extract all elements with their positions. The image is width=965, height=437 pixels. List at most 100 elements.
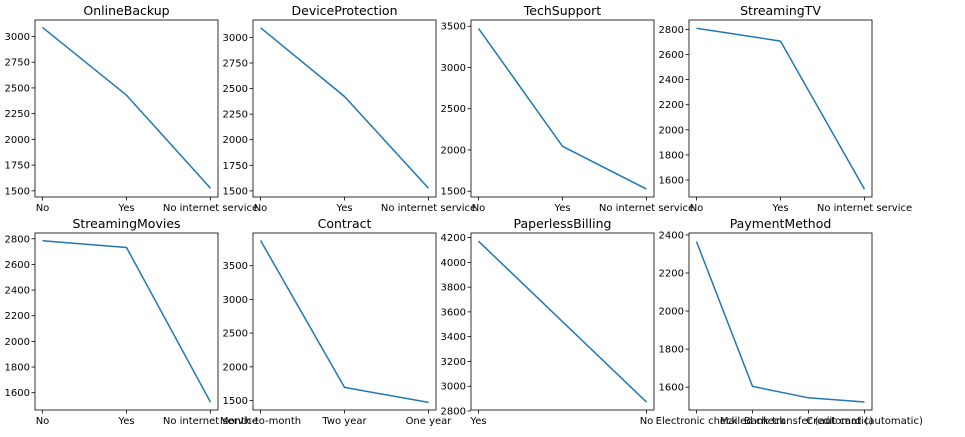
x-tick-label: Yes [335, 203, 352, 214]
subplot-title: TechSupport [523, 3, 602, 18]
y-tick-label: 1800 [659, 345, 684, 356]
y-tick-label: 3200 [441, 357, 466, 368]
subplot-1: DeviceProtection 1500 1750 2000 2250 2500 2750… [223, 3, 477, 214]
subplot-7: PaymentMethod 1600 1800 2000 2200 2400 Electro… [656, 216, 923, 427]
subplot-title: PaperlessBilling [514, 216, 612, 231]
x-tick-label: Mailed check [720, 416, 785, 427]
y-tick-label: 2000 [659, 307, 684, 318]
y-tick-label: 2800 [659, 25, 684, 36]
y-tick-label: 2500 [223, 84, 248, 95]
subplot-title: StreamingMovies [72, 216, 180, 231]
subplot-title: StreamingTV [740, 3, 821, 18]
y-tick-label: 2750 [5, 58, 30, 69]
y-tick-label: 1750 [223, 161, 248, 172]
x-tick-label: No internet service [163, 203, 258, 214]
x-tick-label: Bank transfer (automatic) [744, 416, 873, 427]
subplot-5: Contract 1500 2000 2500 3000 3500 Month-to-mon… [220, 216, 452, 427]
subplot-6: PaperlessBilling 2800 3000 3200 3400 3600 3800… [441, 216, 655, 427]
y-tick-label: 2000 [5, 135, 30, 146]
y-tick-label: 2250 [5, 109, 30, 120]
y-tick-label: 2200 [5, 311, 30, 322]
y-tick-label: 4200 [441, 233, 466, 244]
y-tick-label: 2000 [5, 337, 30, 348]
x-tick-label: Two year [321, 416, 367, 427]
x-tick-label: Yes [117, 203, 134, 214]
subplot-0: OnlineBackup 1500 1750 2000 2250 2500 2750 3000… [5, 3, 259, 214]
series-line [477, 240, 648, 403]
subplot-title: DeviceProtection [292, 3, 398, 18]
subplot-title: Contract [318, 216, 372, 231]
x-tick-label: No [640, 416, 654, 427]
series-line [695, 241, 865, 403]
y-tick-label: 2200 [659, 100, 684, 111]
y-tick-label: 2500 [441, 104, 466, 115]
plot-frame [252, 19, 437, 198]
series-line [42, 239, 212, 403]
y-tick-label: 1500 [223, 186, 248, 197]
x-tick-label: No internet service [599, 203, 694, 214]
x-tick-label: No internet service [381, 203, 476, 214]
y-tick-label: 3000 [223, 33, 248, 44]
y-tick-label: 2000 [223, 135, 248, 146]
x-tick-label: Yes [553, 203, 570, 214]
subplot-4: StreamingMovies 1600 1800 2000 2200 2400 2600 2… [5, 216, 259, 427]
plot-frame [470, 232, 655, 411]
series-line [42, 26, 212, 189]
subplot-3: StreamingTV 1600 1800 2000 2200 2400 2600 2800 N… [659, 3, 913, 214]
y-tick-label: 3000 [441, 63, 466, 74]
y-tick-label: 2600 [5, 260, 30, 271]
x-tick-label: Yes [469, 416, 486, 427]
y-tick-label: 2000 [223, 362, 248, 373]
y-tick-label: 2400 [659, 75, 684, 86]
y-tick-label: 3800 [441, 283, 466, 294]
subplot-title: OnlineBackup [83, 3, 169, 18]
y-tick-label: 1500 [5, 186, 30, 197]
y-tick-label: 4000 [441, 258, 466, 269]
y-tick-label: 3000 [441, 382, 466, 393]
x-tick-label: No internet service [817, 203, 912, 214]
y-tick-label: 3500 [223, 261, 248, 272]
y-tick-label: 3500 [441, 22, 466, 33]
x-tick-label: Credit card (automatic) [806, 416, 923, 427]
subplot-2: TechSupport 1500 2000 2500 3000 3500 No Yes No i… [441, 3, 695, 214]
plot-frame [34, 232, 219, 411]
y-tick-label: 1600 [5, 388, 30, 399]
y-tick-label: 2400 [5, 286, 30, 297]
y-tick-label: 2800 [5, 234, 30, 245]
x-tick-label: No [36, 203, 50, 214]
plot-frame [34, 19, 219, 198]
plot-frame [688, 19, 873, 198]
y-tick-label: 1600 [659, 176, 684, 187]
series-line [260, 27, 430, 189]
series-line [477, 27, 647, 190]
y-tick-label: 3400 [441, 332, 466, 343]
y-tick-label: 1500 [441, 187, 466, 198]
plot-frame [688, 232, 873, 411]
y-tick-label: 2500 [223, 329, 248, 340]
y-tick-label: 2200 [659, 268, 684, 279]
y-tick-label: 1800 [659, 150, 684, 161]
y-tick-label: 2000 [441, 145, 466, 156]
x-tick-label: No [36, 416, 50, 427]
y-tick-label: 2500 [5, 83, 30, 94]
y-tick-label: 2400 [659, 230, 684, 241]
plot-frame [252, 232, 437, 411]
y-tick-label: 2250 [223, 110, 248, 121]
plot-frame [470, 19, 655, 198]
y-tick-label: 1500 [223, 396, 248, 407]
y-tick-label: 1750 [5, 161, 30, 172]
series-line [696, 27, 866, 190]
y-tick-label: 1800 [5, 363, 30, 374]
series-line [259, 240, 429, 404]
y-tick-label: 3000 [5, 32, 30, 43]
x-tick-label: No [472, 203, 486, 214]
y-tick-label: 2600 [659, 50, 684, 61]
y-tick-label: 2800 [441, 406, 466, 417]
subplot-title: PaymentMethod [730, 216, 832, 231]
x-tick-label: Month-to-month [220, 416, 301, 427]
x-tick-label: Yes [771, 203, 788, 214]
y-tick-label: 2000 [659, 125, 684, 136]
x-tick-label: No [690, 203, 704, 214]
x-tick-label: No [254, 203, 268, 214]
